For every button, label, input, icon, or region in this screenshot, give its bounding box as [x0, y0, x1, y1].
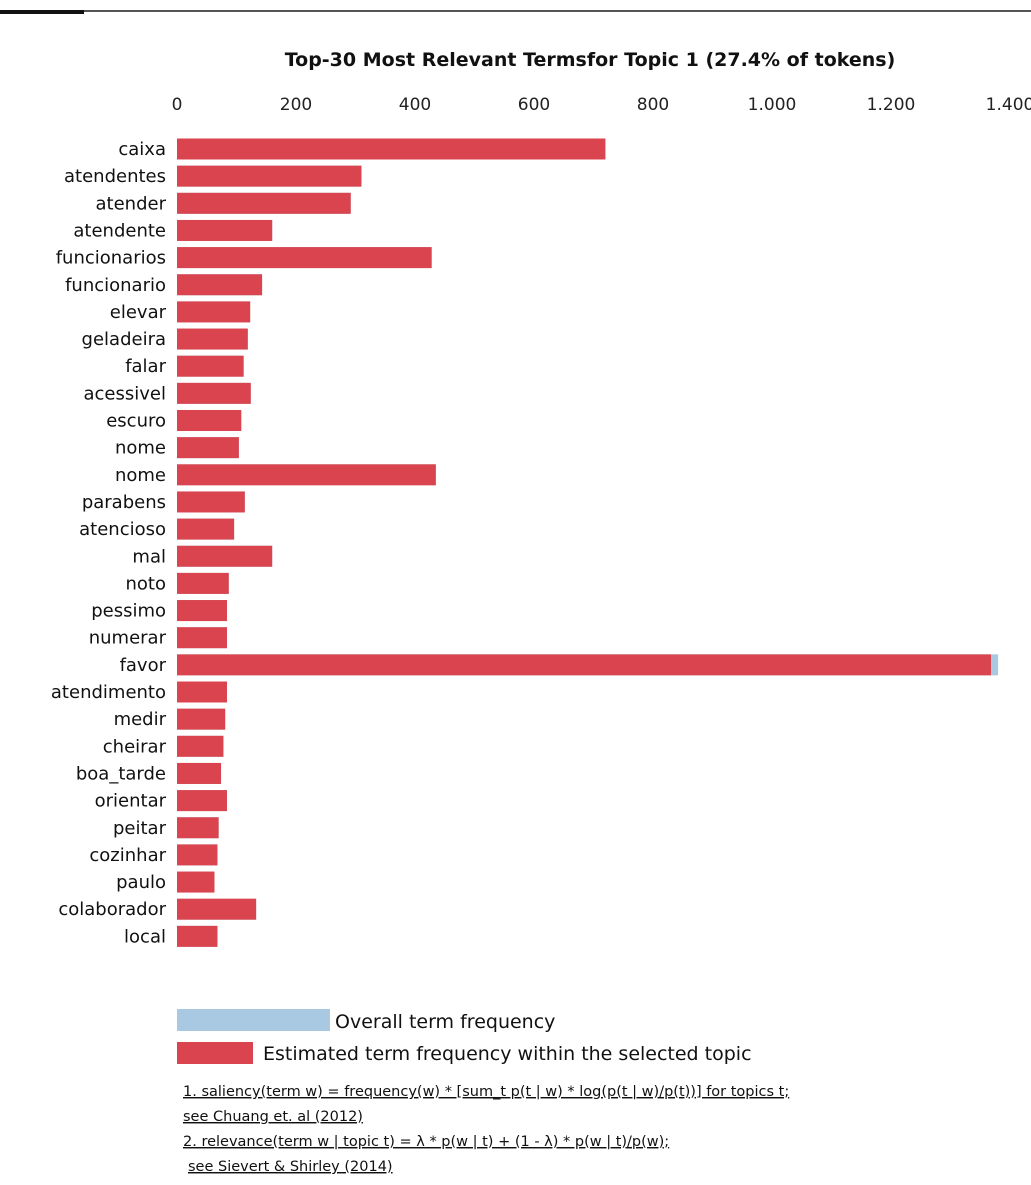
term-label-atendimento: atendimento [51, 682, 166, 703]
term-label-medir: medir [114, 709, 167, 730]
legend-label-topic: Estimated term frequency within the sele… [263, 1043, 752, 1065]
term-label-numerar: numerar [89, 628, 167, 649]
bar-topic-caixa [177, 138, 606, 160]
term-label-escuro: escuro [106, 411, 166, 432]
footnote-saliency-citation: see Chuang et. al (2012) [183, 1109, 363, 1125]
bar-topic-cozinhar [177, 844, 218, 866]
bar-topic-noto [177, 572, 229, 594]
chart-title: Top-30 Most Relevant Termsfor Topic 1 (2… [285, 49, 896, 71]
bar-topic-atendentes [177, 165, 362, 187]
term-label-parabens: parabens [82, 492, 166, 513]
term-labels: caixa atendentes atender atendente funcionar… [51, 139, 167, 947]
legend-swatch-overall [177, 1009, 330, 1031]
x-tick-label: 1.400 [986, 95, 1031, 115]
term-label-funcionarios: funcionarios [56, 248, 166, 269]
bar-topic-acessivel [177, 382, 251, 404]
bar-topic-escuro [177, 410, 242, 431]
footnote-relevance: 2. relevance(term w | topic t) = λ * p(w… [183, 1134, 669, 1150]
term-label-nome: nome [115, 438, 166, 459]
term-label-local: local [124, 926, 166, 947]
x-tick-label: 600 [518, 95, 550, 115]
bar-topic-paulo [177, 871, 215, 893]
term-label-acessivel: acessivel [84, 383, 167, 404]
x-tick-label: 400 [399, 95, 431, 115]
bar-topic-colaborador [177, 898, 257, 920]
term-label-colaborador: colaborador [58, 899, 166, 920]
footnote-saliency: 1. saliency(term w) = frequency(w) * [su… [183, 1084, 789, 1100]
bar-topic-nome [177, 437, 239, 459]
legend-swatch-topic [177, 1042, 253, 1064]
bar-topic-pessimo [177, 600, 227, 622]
term-label-nome: nome [115, 465, 166, 486]
bar-topic-elevar [177, 301, 251, 323]
bar-topic-atender [177, 192, 351, 214]
term-label-peitar: peitar [113, 818, 167, 839]
bar-topic-geladeira [177, 328, 248, 350]
bar-topic-atendente [177, 219, 273, 241]
term-label-cheirar: cheirar [103, 736, 167, 757]
bar-topic-nome [177, 464, 436, 486]
bar-topic-numerar [177, 627, 227, 649]
bar-topic-falar [177, 355, 244, 377]
term-label-cozinhar: cozinhar [89, 845, 166, 866]
term-label-mal: mal [132, 546, 166, 567]
footnotes: 1. saliency(term w) = frequency(w) * [su… [183, 1084, 789, 1175]
term-label-elevar: elevar [110, 302, 167, 323]
term-label-atencioso: atencioso [79, 519, 166, 540]
term-label-falar: falar [125, 356, 166, 377]
x-tick-label: 200 [280, 95, 312, 115]
term-label-noto: noto [126, 573, 167, 594]
term-label-atender: atender [96, 193, 167, 214]
x-tick-label: 800 [637, 95, 669, 115]
bar-topic-funcionario [177, 274, 263, 296]
bar-topic-medir [177, 708, 226, 730]
bar-topic-local [177, 925, 218, 947]
term-label-favor: favor [120, 655, 167, 676]
term-label-paulo: paulo [116, 872, 166, 893]
x-axis-ticks: 0 200 400 600 800 1.000 1.200 1.400 [172, 95, 1031, 115]
bar-topic-favor [177, 654, 991, 676]
term-label-caixa: caixa [118, 139, 166, 160]
bar-topic-boa_tarde [177, 762, 222, 784]
legend: Overall term frequency Estimated term fr… [177, 1009, 752, 1065]
term-label-boa_tarde: boa_tarde [76, 763, 166, 784]
term-label-geladeira: geladeira [82, 329, 166, 350]
bar-topic-mal [177, 545, 273, 567]
bar-topic-funcionarios [177, 247, 432, 269]
bar-topic-cheirar [177, 735, 224, 757]
bar-topic-atendimento [177, 681, 227, 703]
term-label-orientar: orientar [95, 791, 167, 812]
x-tick-label: 1.200 [867, 95, 916, 115]
term-label-funcionario: funcionario [65, 275, 166, 296]
term-label-pessimo: pessimo [91, 601, 166, 622]
x-tick-label: 0 [172, 95, 183, 115]
footnote-relevance-citation: see Sievert & Shirley (2014) [188, 1159, 393, 1175]
legend-label-overall: Overall term frequency [335, 1011, 555, 1033]
bar-topic-atencioso [177, 518, 235, 540]
topic-frequency-bars [177, 138, 991, 947]
term-label-atendente: atendente [73, 220, 166, 241]
bar-topic-parabens [177, 491, 245, 513]
bar-topic-peitar [177, 817, 219, 839]
term-label-atendentes: atendentes [64, 166, 166, 187]
x-tick-label: 1.000 [748, 95, 797, 115]
bar-topic-orientar [177, 790, 227, 812]
